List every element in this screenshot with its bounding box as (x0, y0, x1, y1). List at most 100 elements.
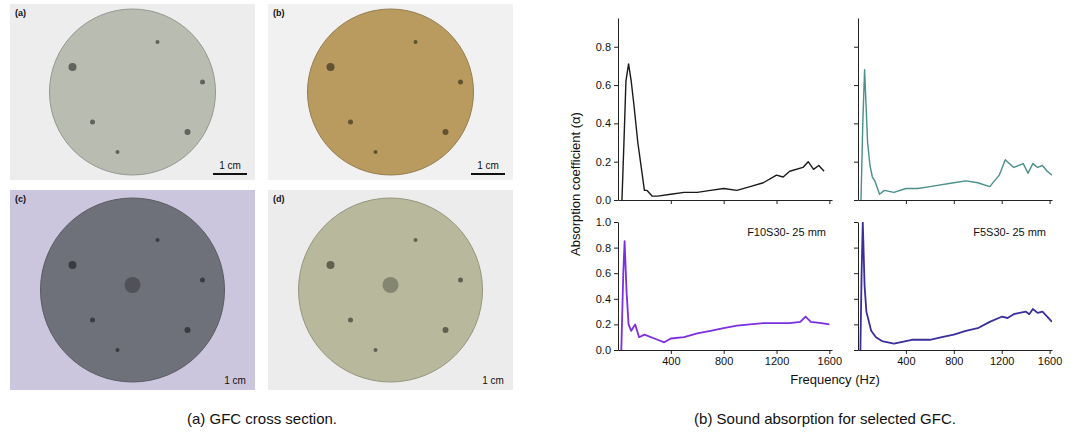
plot-area (860, 222, 1052, 350)
chart-panel: 0.00.20.40.60.8 (596, 19, 833, 207)
x-axis-line (859, 350, 1053, 351)
x-tick-mark (906, 200, 907, 204)
data-line (622, 64, 824, 200)
y-tick-label: 0.2 (596, 318, 611, 330)
pore (156, 40, 160, 44)
y-tick (854, 248, 858, 249)
y-tick-mark (614, 162, 618, 163)
y-tick-mark (614, 200, 618, 201)
pore (348, 318, 353, 323)
y-tick-mark (614, 85, 618, 86)
y-axis (854, 19, 859, 201)
pore (383, 277, 399, 293)
data-line (860, 222, 1052, 350)
x-tick (829, 200, 830, 204)
x-tick-mark (671, 350, 672, 354)
pore (116, 348, 120, 352)
y-tick-mark (854, 47, 858, 48)
x-tick-label: 1200 (990, 355, 1014, 367)
y-tick-label: 0.8 (596, 242, 611, 254)
y-tick-mark (614, 222, 618, 223)
y-tick-mark (614, 273, 618, 274)
x-tick: 400 (897, 350, 915, 367)
pore (348, 120, 353, 125)
x-tick-label: 1200 (765, 355, 789, 367)
x-tick-mark (829, 200, 830, 204)
pore (185, 327, 191, 333)
y-tick (854, 85, 858, 86)
y-tick: 0.0 (596, 194, 618, 206)
y-axis: 0.00.20.40.60.8 (596, 19, 619, 207)
y-tick-mark (854, 299, 858, 300)
caption: (a) GFC cross section. (187, 410, 337, 427)
x-tick: 1600 (818, 350, 842, 367)
scale-bar-label: 1 cm (477, 160, 499, 171)
specimen (308, 9, 474, 175)
y-tick: 1.0 (596, 216, 618, 228)
x-axis (619, 200, 833, 204)
x-tick: 800 (945, 350, 963, 367)
photo-label: (c) (15, 194, 26, 204)
y-axis-line (618, 223, 619, 351)
y-axis (854, 223, 859, 351)
y-tick-mark (854, 248, 858, 249)
y-tick: 0.8 (596, 41, 618, 53)
x-tick (906, 200, 907, 204)
x-tick: 1200 (990, 350, 1014, 367)
pore (185, 129, 191, 135)
y-tick-mark (854, 200, 858, 201)
y-tick (854, 123, 858, 124)
x-tick: 800 (715, 350, 733, 367)
photo-label: (d) (273, 194, 285, 204)
scale-bar-label: 1 cm (219, 160, 241, 171)
x-axis-line (619, 200, 833, 201)
y-tick-mark (854, 85, 858, 86)
chart-panel: 400800120016000.00.20.40.60.81.0F10S30- … (596, 216, 842, 367)
photo-panel: (a)1 cm (10, 4, 255, 180)
y-tick: 0.6 (596, 79, 618, 91)
x-tick: 1200 (765, 350, 789, 367)
x-tick: 1600 (1038, 350, 1062, 367)
x-tick-mark (829, 350, 830, 354)
specimen (50, 9, 216, 175)
x-tick-label: 400 (662, 355, 680, 367)
pore (69, 63, 77, 71)
y-tick: 0.2 (596, 156, 618, 168)
photo-panel: (c)1 cm (10, 190, 255, 390)
y-tick-mark (614, 248, 618, 249)
pore (374, 348, 378, 352)
scale-bar (471, 173, 505, 175)
x-tick-mark (954, 200, 955, 204)
x-tick (777, 200, 778, 204)
x-axis-title: Frequency (Hz) (790, 372, 880, 387)
y-tick (854, 162, 858, 163)
photo-background (268, 190, 513, 390)
y-tick-label: 0.6 (596, 79, 611, 91)
pore (200, 80, 205, 85)
y-tick (854, 299, 858, 300)
photo-label: (b) (273, 8, 285, 18)
x-tick (724, 200, 725, 204)
y-tick: 0.2 (596, 318, 618, 330)
y-axis-line (858, 19, 859, 201)
pore (156, 238, 160, 242)
y-tick-mark (854, 222, 858, 223)
plot-area (621, 241, 829, 350)
y-tick: 0.4 (596, 293, 618, 305)
y-tick (854, 273, 858, 274)
pore (90, 318, 95, 323)
pore (443, 327, 449, 333)
y-tick-mark (614, 47, 618, 48)
chart-panel: 40080012001600F5S30- 25 mm (854, 222, 1062, 367)
pore (200, 278, 205, 283)
pore (374, 150, 378, 154)
data-line (621, 241, 829, 350)
x-tick-mark (1050, 200, 1051, 204)
data-line (861, 70, 1052, 200)
y-tick-mark (854, 123, 858, 124)
x-tick: 400 (662, 350, 680, 367)
y-axis-line (618, 19, 619, 201)
y-tick (854, 222, 858, 223)
specimen (41, 198, 225, 382)
plot-area (622, 64, 824, 200)
